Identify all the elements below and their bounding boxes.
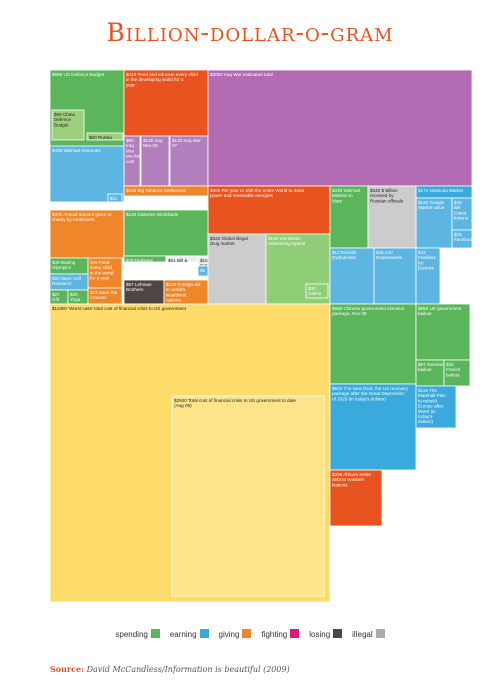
- source-text: David McCandless/Information is beautifu…: [86, 665, 290, 674]
- treemap-cell: [451, 229, 473, 249]
- treemap-cell-label: $340 $ Billion received by Russian officia…: [370, 188, 404, 203]
- treemap-cell-label: $586 Chinese government stimulus package,…: [332, 306, 405, 316]
- treemap-cell: [86, 132, 124, 141]
- treemap-cell-label: $171 Nintendo Market: [418, 188, 464, 193]
- treemap-cell-label: $338 Walmart Mission to Mars: [332, 188, 361, 203]
- treemap-cell-label: $35 French bailout: [446, 362, 461, 377]
- treemap-cell-label: $20 Stem Cell Research: [52, 276, 81, 286]
- treemap-cell-label: $685 US Defence Budget: [52, 72, 105, 77]
- treemap-cell-label: $5: [200, 268, 206, 273]
- treemap-cell-label: $190 Worldwide Advertising Spend: [268, 236, 306, 246]
- treemap-cell: [415, 197, 453, 249]
- treemap-cell-label: $12 Erectile Dysfunction: [332, 250, 357, 260]
- treemap-cell: [107, 193, 123, 203]
- treemap-cell-label: $69 China Defence Budget: [54, 112, 75, 127]
- legend-label: earning: [169, 630, 197, 639]
- legend-item-giving: giving: [219, 629, 252, 639]
- treemap-cell: [329, 383, 417, 471]
- legend-label: spending: [115, 630, 148, 639]
- treemap-cell: [49, 209, 125, 259]
- treemap-cell: [123, 279, 165, 305]
- treemap-cell-label: $298 Africa's entire debt to Western Natio…: [332, 472, 371, 487]
- legend-swatch: [375, 629, 385, 638]
- legend-swatch: [290, 629, 300, 638]
- treemap-cell-label: $133 Iraq War 07: [172, 138, 201, 148]
- treemap-cell-label: $135 Iraq War 08: [143, 138, 163, 148]
- treemap-cell: [415, 385, 457, 429]
- treemap-cell: [443, 359, 471, 387]
- treemap-cell-label: $42 Freebies for Doctors: [418, 250, 437, 271]
- legend-swatch: [150, 629, 160, 638]
- legend-item-spending: spending: [115, 629, 160, 639]
- legend-swatch: [242, 629, 252, 638]
- treemap-cell-label: $67 German bailout: [418, 362, 444, 372]
- treemap-cell: [171, 395, 325, 597]
- treemap-cell: [163, 279, 209, 305]
- treemap-cell: [207, 69, 473, 187]
- chart-title: Billion-dollar-o-gram: [106, 18, 394, 47]
- treemap-cell-label: $500 The New Deal, the US recovery packag…: [332, 386, 409, 401]
- treemap-cell-label: $15 Facebook: [454, 232, 475, 242]
- legend: spending earning giving fighting losing illeg…: [0, 629, 500, 639]
- treemap-cell-label: $3000 Iraq War estimated total: [210, 72, 273, 77]
- treemap-cell-label: $27 Gift: [52, 292, 60, 302]
- legend-item-earning: earning: [170, 629, 209, 639]
- treemap-cell-label: $300 Annual amount given to charity by Am…: [52, 212, 112, 222]
- treemap-cell: [123, 209, 209, 257]
- treemap-cell: [415, 247, 441, 305]
- treemap-cell-label: $50 Russia: [89, 135, 112, 140]
- treemap-cell-label: $60 Iraq War pre-iterated cost: [126, 138, 150, 164]
- treemap-cell-label: $67 Lehman Brothers: [126, 282, 152, 292]
- treemap-cell: [329, 303, 417, 385]
- treemap-cell-label: $410 Feed and educate every child in the …: [126, 72, 198, 87]
- treemap-cell-label: $2500 Total cost of financial crisis to …: [174, 398, 296, 408]
- treemap-cell: [207, 233, 267, 305]
- treemap-cell: [123, 69, 209, 137]
- treemap-cell-label: $405 Walmart revenues: [52, 148, 101, 153]
- treemap-cell-label: $246 Big Tobacco Settlement: [126, 188, 186, 193]
- treemap-cell-label: $11: [110, 196, 118, 201]
- treemap-cell-label: $30 Online: [308, 286, 322, 296]
- legend-label: giving: [218, 630, 240, 639]
- treemap-cell-label: $51 Bill &: [168, 258, 187, 263]
- treemap-cell-label: $26 Feed every child in the world for a yea…: [90, 260, 114, 281]
- legend-label: illegal: [352, 630, 373, 639]
- legend-label: losing: [309, 630, 331, 639]
- treemap-cell-label: $45 Anti Depressants: [376, 250, 402, 260]
- treemap-cell-label: $300 Per year to shift the entire World …: [210, 188, 305, 198]
- legend-item-fighting: fighting: [261, 629, 300, 639]
- treemap-cell: [49, 145, 125, 203]
- treemap-cell-label: $322 Global illegal drug market: [210, 236, 248, 246]
- treemap-cell-label: $13 Save the Amazon: [90, 290, 118, 300]
- treemap-cell: [305, 283, 329, 299]
- treemap-cell: [415, 359, 445, 387]
- treemap-cell: [329, 469, 383, 527]
- treemap-cell: [140, 135, 170, 187]
- treemap-cell: [51, 109, 85, 141]
- treemap-cell-label: $11900 'Worst case' total cost of financ…: [52, 306, 187, 311]
- treemap-cell-label: $120 Diabetes Worldwide: [126, 212, 179, 217]
- treemap-cell-label: $49 Bill Gates fortune: [454, 200, 469, 221]
- treemap-cell: [367, 185, 417, 249]
- legend-item-illegal: illegal: [352, 629, 385, 639]
- treemap-cell: [329, 247, 375, 305]
- legend-swatch: [333, 629, 343, 638]
- legend-label: fighting: [261, 630, 288, 639]
- source-note: Source: David McCandless/Information is …: [50, 664, 290, 674]
- treemap-cell-label: $46 Boeing Olympics: [52, 260, 76, 270]
- legend-item-losing: losing: [309, 629, 343, 639]
- treemap-cell-label: $105 Foreign aid to world's wealthiest nati…: [166, 282, 201, 303]
- treemap-cell-label: $25 Yoga: [70, 292, 81, 302]
- treemap-cell-label: $850 UK government bailout: [418, 306, 462, 316]
- treemap-cell-label: $116 The Marshall Plan to rebuild Europe af…: [418, 388, 446, 424]
- treemap-cell-label: $78 Diabetes: [126, 258, 154, 263]
- treemap-cell: [197, 265, 209, 277]
- treemap-cell: [87, 257, 123, 289]
- treemap-cell-label: $140 Google Market value: [418, 200, 445, 210]
- legend-swatch: [199, 629, 209, 638]
- treemap-cell: [415, 303, 471, 361]
- source-label: Source:: [50, 664, 85, 674]
